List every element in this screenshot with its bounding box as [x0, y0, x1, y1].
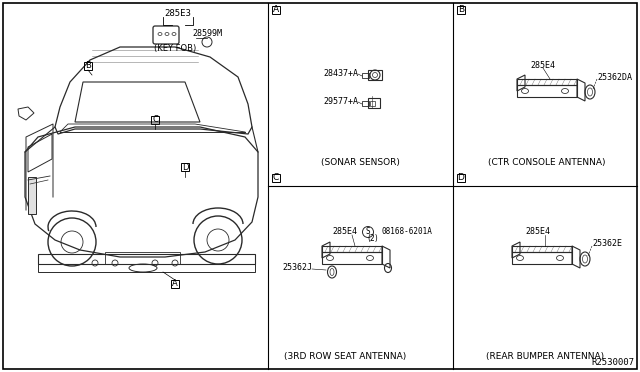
- Text: (2): (2): [367, 234, 378, 243]
- Text: 285E4: 285E4: [531, 61, 556, 70]
- Bar: [457, 6, 465, 14]
- Text: 29577+A: 29577+A: [323, 97, 358, 106]
- Text: C: C: [273, 173, 279, 183]
- Bar: [151, 116, 159, 124]
- Text: 285E4: 285E4: [333, 228, 358, 237]
- Bar: [84, 62, 92, 70]
- Text: A: A: [273, 6, 279, 15]
- Bar: [368, 98, 380, 108]
- Text: D: D: [458, 173, 465, 183]
- Text: 28599M: 28599M: [192, 29, 222, 38]
- Bar: [362, 73, 369, 78]
- Bar: [272, 6, 280, 14]
- Bar: [370, 101, 375, 106]
- Polygon shape: [28, 177, 36, 214]
- Text: B: B: [458, 6, 464, 15]
- Text: A: A: [172, 279, 178, 289]
- Text: (3RD ROW SEAT ANTENNA): (3RD ROW SEAT ANTENNA): [284, 353, 406, 362]
- Text: C: C: [152, 115, 158, 125]
- Text: 285E4: 285E4: [525, 228, 550, 237]
- Text: (REAR BUMPER ANTENNA): (REAR BUMPER ANTENNA): [486, 353, 604, 362]
- Bar: [105, 252, 180, 264]
- Bar: [181, 163, 189, 171]
- Text: S: S: [365, 228, 371, 237]
- Text: R2530007: R2530007: [591, 358, 634, 367]
- Text: 28437+A: 28437+A: [323, 70, 358, 78]
- Text: 25362E: 25362E: [592, 240, 622, 248]
- Text: B: B: [85, 61, 91, 71]
- Text: D: D: [182, 163, 188, 171]
- Text: 285E3: 285E3: [164, 10, 191, 19]
- Bar: [368, 70, 382, 80]
- Text: 25362J: 25362J: [282, 263, 312, 273]
- Text: (KEY FOB): (KEY FOB): [154, 45, 196, 54]
- Bar: [457, 174, 465, 182]
- Text: (CTR CONSOLE ANTENNA): (CTR CONSOLE ANTENNA): [488, 157, 605, 167]
- Bar: [171, 280, 179, 288]
- Bar: [272, 174, 280, 182]
- Text: 08168-6201A: 08168-6201A: [382, 228, 433, 237]
- Text: (SONAR SENSOR): (SONAR SENSOR): [321, 157, 399, 167]
- Bar: [362, 101, 369, 106]
- Text: 25362DA: 25362DA: [597, 73, 632, 81]
